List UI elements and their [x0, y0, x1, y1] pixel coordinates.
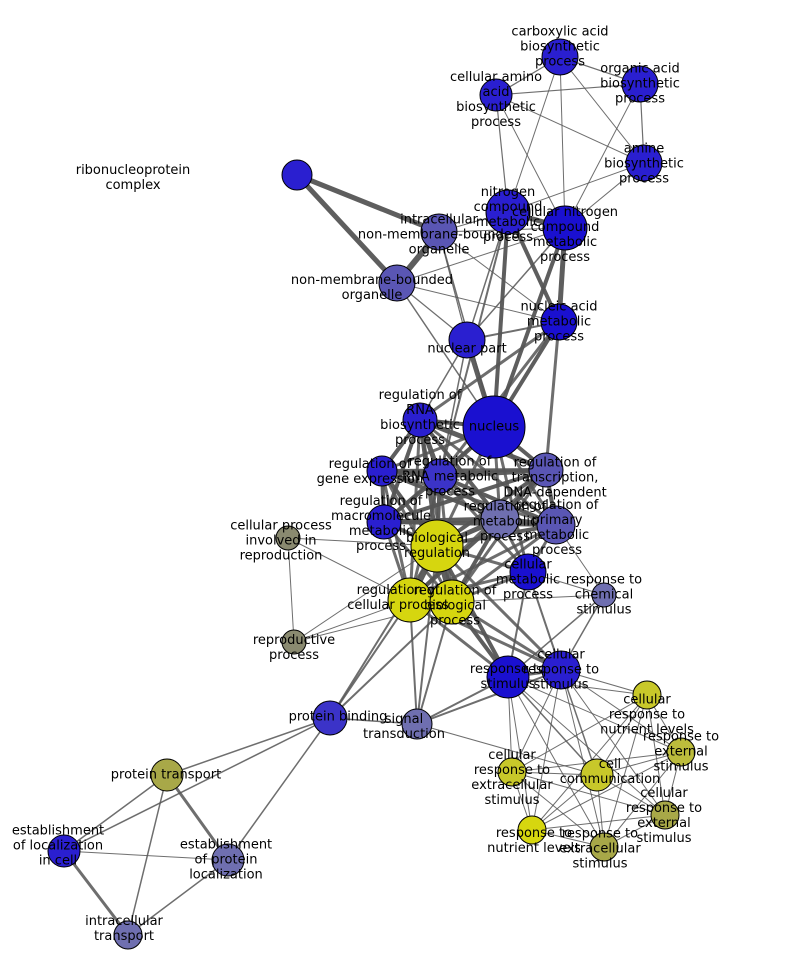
graph-edge [507, 162, 645, 213]
graph-edge [495, 94, 645, 164]
graph-node-regulation-of-transcription-dna-dependent[interactable] [528, 452, 564, 488]
graph-node-amine-biosynthetic-process[interactable] [625, 144, 663, 182]
graph-edge [380, 469, 502, 521]
graph-edge [63, 774, 168, 852]
graph-node-regulation-of-gene-expression[interactable] [366, 455, 398, 487]
graph-node-ribonucleoprotein-complex[interactable] [281, 159, 313, 191]
graph-edge [495, 94, 566, 229]
graph-edge [603, 694, 648, 848]
graph-node-regulation-of-biological-process[interactable] [429, 579, 475, 625]
graph-node-biological-regulation[interactable] [410, 519, 464, 573]
graph-edge [466, 227, 566, 341]
graph-node-cellular-response-to-stimulus[interactable] [541, 650, 581, 690]
graph-edge [63, 717, 331, 852]
graph-node-organic-acid-biosynthetic-process[interactable] [621, 65, 659, 103]
nodes-layer [47, 38, 696, 950]
graph-edge [451, 594, 605, 603]
graph-edge [127, 859, 229, 936]
graph-edge [559, 56, 645, 164]
graph-node-regulation-of-metabolic-process[interactable] [480, 499, 520, 539]
graph-node-cellular-amino-acid-biosynthetic-process[interactable] [479, 78, 513, 112]
graph-node-cellular-response-to-extracellular-stimulus[interactable] [497, 757, 527, 787]
graph-node-regulation-of-macromolecule-metabolic-process[interactable] [366, 504, 402, 540]
graph-edge [438, 231, 560, 323]
graph-edge [287, 537, 295, 643]
graph-edge [408, 523, 558, 602]
graph-edge [329, 545, 438, 719]
graph-edge [511, 694, 648, 773]
graph-edge [329, 601, 453, 719]
graph-node-protein-binding[interactable] [312, 700, 348, 736]
graph-node-intracellular-transport[interactable] [113, 920, 143, 950]
graph-node-regulation-of-primary-metabolic-process[interactable] [536, 505, 576, 545]
graph-edge [287, 537, 411, 601]
graph-edge [127, 774, 168, 936]
graph-node-non-membrane-bounded-organelle[interactable] [378, 264, 416, 302]
graph-node-nitrogen-compound-metabolic-process[interactable] [485, 189, 531, 235]
graph-edge [227, 717, 331, 861]
graph-node-cellular-process-involved-in-reproduction[interactable] [275, 525, 301, 551]
graph-edge [416, 669, 562, 725]
graph-edge [531, 751, 682, 831]
graph-node-response-to-external-stimulus[interactable] [666, 737, 696, 767]
graph-node-protein-transport[interactable] [150, 758, 184, 792]
graph-node-establishment-of-localization-in-cell[interactable] [47, 834, 81, 868]
graph-node-establishment-of-protein-localization[interactable] [211, 843, 245, 877]
graph-node-regulation-of-cellular-process[interactable] [387, 577, 433, 623]
graph-edge [293, 545, 438, 643]
graph-edge [507, 676, 605, 848]
graph-edge [507, 56, 561, 213]
graph-node-carboxylic-acid-biosynthetic-process[interactable] [541, 38, 579, 76]
graph-node-cellular-response-to-external-stimulus[interactable] [650, 800, 680, 830]
graph-node-nucleus[interactable] [462, 395, 526, 459]
graph-node-response-to-extracellular-stimulus[interactable] [589, 832, 619, 862]
graph-node-regulation-of-rna-biosynthetic-process[interactable] [402, 402, 438, 438]
graph-edge [564, 83, 641, 229]
graph-node-cellular-response-to-nutrient-levels[interactable] [632, 680, 662, 710]
graph-edge [531, 814, 666, 831]
graph-node-response-to-stimulus[interactable] [486, 655, 530, 699]
graph-edge [559, 56, 566, 229]
graph-edge [511, 771, 605, 848]
graph-node-nucleic-acid-metabolic-process[interactable] [540, 303, 578, 341]
graph-node-cellular-metabolic-process[interactable] [509, 553, 547, 591]
graph-edge [544, 320, 561, 472]
graph-edge [329, 599, 411, 719]
graph-edge [418, 320, 561, 422]
graph-node-cellular-nitrogen-compound-metabolic-process[interactable] [542, 205, 588, 251]
graph-edge [294, 172, 442, 235]
graph-edge [165, 773, 230, 862]
graph-edge [380, 468, 548, 473]
graph-node-signal-transduction[interactable] [401, 708, 433, 740]
graph-node-regulation-of-rna-metabolic-process[interactable] [422, 458, 458, 494]
graph-edge [507, 676, 648, 696]
edges-layer [62, 56, 682, 937]
graph-node-response-to-nutrient-levels[interactable] [517, 815, 547, 845]
graph-edge [396, 227, 566, 284]
graph-edge [560, 669, 682, 753]
graph-edge [507, 676, 682, 753]
graph-edge [495, 83, 641, 96]
graph-node-response-to-chemical-stimulus[interactable] [591, 582, 617, 608]
graph-edge [62, 849, 130, 937]
graph-edge [380, 469, 558, 527]
graph-node-intracellular-non-membrane-bounded-organelle[interactable] [420, 213, 458, 251]
graph-edge [294, 172, 400, 286]
graph-edge [63, 850, 229, 861]
graph-node-nuclear-part[interactable] [448, 321, 486, 359]
graph-edge [492, 210, 510, 429]
graph-edge [416, 723, 598, 776]
graph-edge [531, 669, 562, 831]
graph-node-reproductive-process[interactable] [281, 629, 307, 655]
graph-edge [511, 771, 666, 816]
graph-edge [560, 669, 666, 816]
graph-edge [416, 545, 438, 725]
graph-node-cell-communication[interactable] [580, 758, 614, 792]
graph-edge [382, 520, 558, 527]
graph-edge [603, 751, 682, 848]
graph-edge [166, 717, 331, 776]
graph-edge [560, 669, 605, 848]
